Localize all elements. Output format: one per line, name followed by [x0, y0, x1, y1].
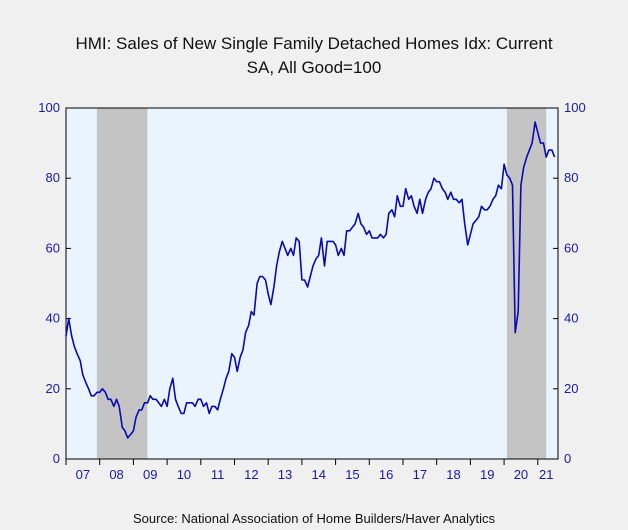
y-tick-label-right: 0 [564, 451, 571, 466]
x-tick-label: 11 [211, 467, 225, 482]
x-tick-label: 13 [278, 467, 292, 482]
chart-title: HMI: Sales of New Single Family Detached… [75, 34, 552, 53]
x-tick-label: 16 [379, 467, 393, 482]
recession-band [506, 108, 547, 459]
y-tick-label-left: 40 [46, 311, 60, 326]
chart-source: Source: National Association of Home Bui… [133, 511, 496, 526]
x-tick-label: 12 [244, 467, 258, 482]
y-tick-label-right: 60 [564, 240, 578, 255]
plot-area: 0 20 40 60 80 100 0 20 40 60 80 100 07 08 09 10 11 12 13 14… [38, 100, 585, 482]
y-tick-label-left: 80 [46, 170, 60, 185]
y-tick-label-left: 60 [46, 240, 60, 255]
y-tick-label-right: 80 [564, 170, 578, 185]
chart-subtitle: SA, All Good=100 [247, 58, 382, 77]
recession-band [96, 108, 148, 459]
x-tick-label: 20 [514, 467, 528, 482]
y-tick-label-left: 20 [46, 381, 60, 396]
plot-frame [65, 107, 559, 460]
x-tick-label: 15 [345, 467, 359, 482]
y-tick-label-right: 100 [564, 100, 586, 115]
x-tick-label: 07 [76, 467, 90, 482]
y-tick-label-left: 0 [53, 451, 60, 466]
x-tick-label: 10 [177, 467, 191, 482]
x-tick-label: 14 [312, 467, 326, 482]
y-tick-label-right: 20 [564, 381, 578, 396]
x-tick-label: 21 [539, 467, 553, 482]
series-line [65, 121, 556, 439]
x-tick-label: 17 [413, 467, 427, 482]
y-tick-label-right: 40 [564, 311, 578, 326]
x-tick-label: 09 [143, 467, 157, 482]
y-tick-label-left: 100 [38, 100, 60, 115]
x-tick-label: 18 [446, 467, 460, 482]
x-tick-label: 19 [480, 467, 494, 482]
x-tick-label: 08 [109, 467, 123, 482]
